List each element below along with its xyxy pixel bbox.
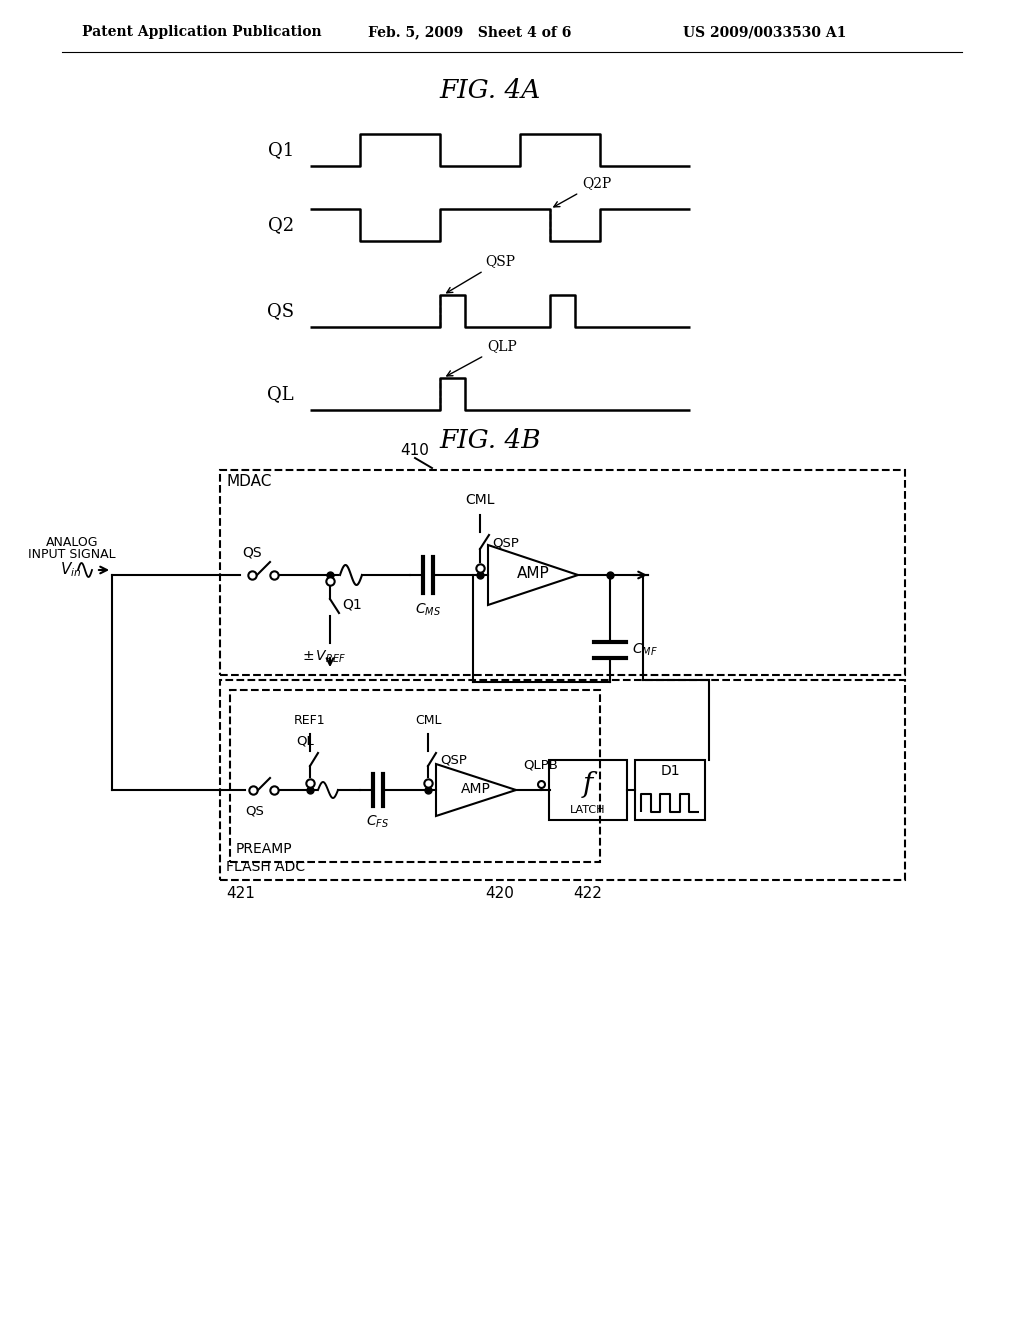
Text: $C_{FS}$: $C_{FS}$ xyxy=(367,814,389,830)
Text: $C_{MF}$: $C_{MF}$ xyxy=(632,642,657,659)
Text: QS: QS xyxy=(267,302,294,319)
Text: 422: 422 xyxy=(573,886,602,902)
Text: QLP: QLP xyxy=(446,339,517,376)
Text: MDAC: MDAC xyxy=(226,474,271,488)
Text: QLPB: QLPB xyxy=(523,759,558,772)
Text: Feb. 5, 2009   Sheet 4 of 6: Feb. 5, 2009 Sheet 4 of 6 xyxy=(368,25,571,40)
Text: CML: CML xyxy=(415,714,441,727)
Text: 421: 421 xyxy=(226,886,255,902)
Bar xyxy=(220,680,905,880)
Text: FIG. 4B: FIG. 4B xyxy=(439,428,541,453)
Text: QSP: QSP xyxy=(492,536,519,549)
Text: 410: 410 xyxy=(400,444,429,458)
Text: QL: QL xyxy=(267,385,294,403)
Bar xyxy=(635,760,705,820)
Text: FIG. 4A: FIG. 4A xyxy=(439,78,541,103)
Text: INPUT SIGNAL: INPUT SIGNAL xyxy=(29,549,116,561)
Text: REF1: REF1 xyxy=(294,714,326,727)
Text: QSP: QSP xyxy=(440,754,467,767)
Text: ANALOG: ANALOG xyxy=(46,536,98,549)
Text: QSP: QSP xyxy=(446,253,515,293)
Text: AMP: AMP xyxy=(517,565,549,581)
Text: Q2: Q2 xyxy=(268,216,294,234)
Text: AMP: AMP xyxy=(461,781,490,796)
Text: Patent Application Publication: Patent Application Publication xyxy=(82,25,322,40)
Text: $V_{in}$: $V_{in}$ xyxy=(60,561,82,579)
Text: LATCH: LATCH xyxy=(570,805,606,814)
Text: PREAMP: PREAMP xyxy=(236,842,293,855)
Text: $\pm\,V_{REF}$: $\pm\,V_{REF}$ xyxy=(302,649,346,665)
Bar xyxy=(230,690,600,862)
Text: $C_{MS}$: $C_{MS}$ xyxy=(415,602,441,618)
Bar xyxy=(220,470,905,675)
Text: CML: CML xyxy=(465,492,495,507)
Text: US 2009/0033530 A1: US 2009/0033530 A1 xyxy=(683,25,847,40)
Text: 420: 420 xyxy=(485,886,514,902)
Text: QS: QS xyxy=(243,545,262,558)
Text: QS: QS xyxy=(246,804,264,817)
Text: QL: QL xyxy=(296,735,314,748)
Bar xyxy=(549,760,627,820)
Text: Q2P: Q2P xyxy=(554,176,611,207)
Text: D1: D1 xyxy=(660,764,680,777)
Text: Q1: Q1 xyxy=(267,141,294,158)
Text: f: f xyxy=(583,771,593,797)
Text: Q1: Q1 xyxy=(342,598,361,612)
Text: FLASH ADC: FLASH ADC xyxy=(226,861,305,874)
